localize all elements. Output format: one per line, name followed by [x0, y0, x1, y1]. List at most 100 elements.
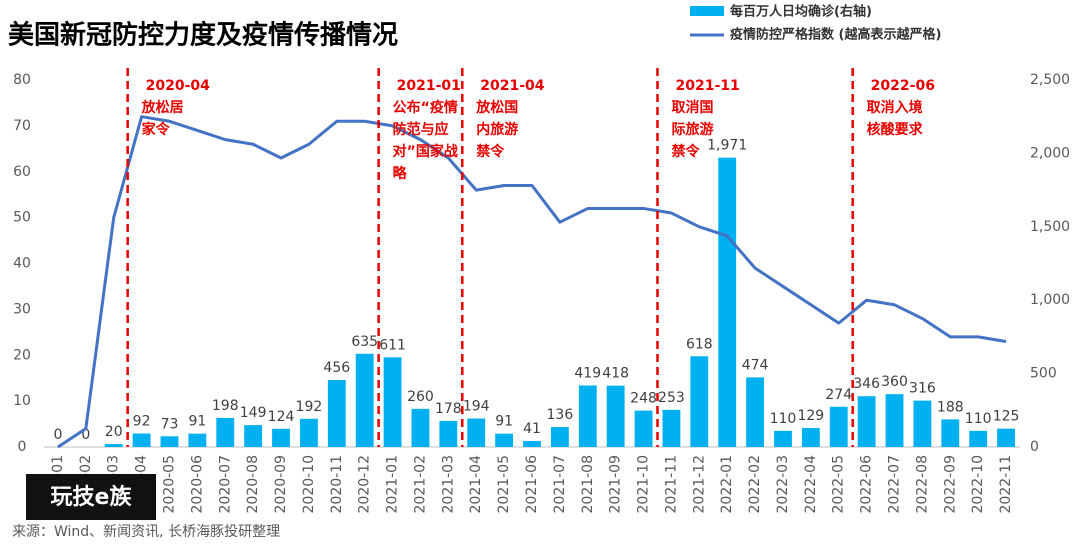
- event-text: 取消入境: [867, 99, 923, 116]
- event-text: 禁令: [476, 143, 505, 160]
- data-label: 1,971: [707, 138, 747, 154]
- x-tick-label: 2022-07: [887, 455, 903, 514]
- chart-title: 美国新冠防控力度及疫情传播情况: [8, 20, 398, 51]
- x-tick-label: 2020-09: [273, 455, 289, 514]
- y2-tick-label: 2,000: [1030, 145, 1070, 161]
- data-label: 260: [407, 389, 434, 405]
- bar: [634, 410, 653, 447]
- x-tick-label: 2020-06: [189, 455, 205, 514]
- data-label: 91: [495, 414, 513, 430]
- data-label: 0: [81, 427, 90, 443]
- data-label: 194: [463, 399, 490, 415]
- bar: [829, 406, 848, 447]
- bar: [718, 157, 737, 447]
- event-text: 放松居: [141, 99, 184, 116]
- data-label: 188: [937, 399, 964, 415]
- x-tick-label: 2020-07: [217, 455, 233, 514]
- x-tick-label: 2021-04: [468, 455, 484, 514]
- x-tick-label: 2020-12: [357, 455, 373, 514]
- x-tick-label: 2021-11: [663, 455, 679, 514]
- x-tick-label: 2022-08: [914, 455, 930, 514]
- source: 来源：Wind、新闻资讯, 长桥海豚投研整理: [12, 524, 280, 540]
- x-tick-label: 2020-10: [301, 455, 317, 514]
- y2-tick-label: 500: [1030, 366, 1057, 382]
- y-tick-label: 10: [13, 393, 31, 409]
- event-date: 2021-01: [397, 78, 461, 94]
- bar: [774, 430, 792, 447]
- data-label: 360: [881, 374, 908, 390]
- data-label: 346: [853, 376, 880, 392]
- x-tick-label: 2022-09: [942, 455, 958, 514]
- event-text: 公布“疫情: [393, 99, 458, 116]
- data-label: 129: [797, 408, 824, 424]
- x-tick-label: 2021-02: [412, 455, 428, 514]
- x-tick-label: 2021-10: [636, 455, 652, 514]
- x-tick-label: 2022-02: [747, 455, 763, 514]
- bar: [857, 396, 876, 447]
- bar: [104, 444, 123, 447]
- data-label: 474: [742, 357, 769, 373]
- x-tick-label: 2021-08: [580, 455, 596, 514]
- y-tick-label: 80: [13, 72, 31, 88]
- bar: [885, 394, 904, 447]
- legend-swatch: [690, 6, 724, 16]
- bar: [467, 418, 486, 447]
- bar: [606, 385, 625, 447]
- data-label: 110: [770, 411, 797, 427]
- event-text: 放松国: [475, 99, 518, 116]
- event-text: 防范与应: [393, 121, 449, 138]
- bar: [550, 427, 569, 447]
- data-label: 253: [658, 390, 685, 406]
- x-tick-label: 2020-05: [161, 455, 177, 514]
- event-date: 2022-06: [871, 78, 935, 94]
- x-tick-label: 2022-10: [970, 455, 986, 514]
- data-label: 198: [212, 398, 239, 414]
- y-tick-label: 40: [13, 256, 31, 272]
- data-label: 73: [161, 416, 179, 432]
- line: [57, 115, 1007, 449]
- bar: [439, 420, 458, 447]
- bar: [662, 409, 681, 447]
- bar: [272, 428, 290, 447]
- x-tick-label: 2021-05: [496, 455, 512, 514]
- data-label: 419: [574, 365, 601, 381]
- event-text: 对”国家战: [393, 143, 458, 160]
- data-label: 20: [105, 424, 123, 440]
- legend-label: 疫情防控严格指数 (越高表示越严格): [730, 27, 941, 43]
- data-label: 41: [523, 421, 541, 437]
- x-tick-label: 2022-03: [775, 455, 791, 514]
- bar: [299, 418, 318, 447]
- x-tick-label: 2022-06: [859, 455, 875, 514]
- x-tick-label: 2020-11: [329, 455, 345, 514]
- event-text: 家令: [142, 121, 171, 138]
- bar: [188, 433, 207, 447]
- bar: [327, 380, 346, 447]
- bar: [495, 433, 514, 447]
- bar: [801, 428, 820, 447]
- y-tick-label: 0: [18, 439, 27, 455]
- data-label: 0: [53, 427, 62, 443]
- data-label: 149: [240, 405, 267, 421]
- x-tick-label: 2021-07: [552, 455, 568, 514]
- bar: [578, 385, 597, 447]
- bar: [216, 417, 235, 447]
- bar: [355, 353, 374, 447]
- event-text: 略: [393, 165, 408, 182]
- event-date: 2021-04: [480, 78, 545, 94]
- logo-bg: [26, 474, 156, 520]
- y2-tick-label: 0: [1030, 439, 1039, 455]
- data-label: 611: [379, 337, 406, 353]
- data-label: 274: [825, 387, 852, 403]
- legend-label: 每百万人日均确诊(右轴): [730, 4, 872, 20]
- bar: [383, 357, 402, 447]
- x-tick-label: 2021-03: [440, 455, 456, 514]
- bar: [913, 400, 932, 447]
- y2-tick-label: 1,500: [1030, 219, 1070, 235]
- y-tick-label: 30: [13, 301, 31, 317]
- x-tick-label: 2021-01: [385, 455, 401, 514]
- logo: 玩技e族: [51, 484, 133, 510]
- y-tick-label: 20: [13, 347, 31, 363]
- data-label: 635: [351, 334, 378, 350]
- data-label: 178: [435, 401, 462, 417]
